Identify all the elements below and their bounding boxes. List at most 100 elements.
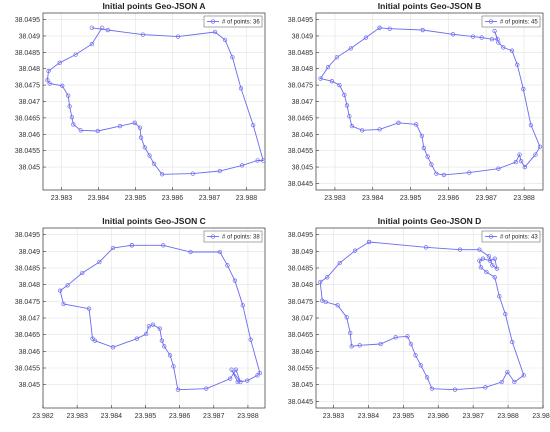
data-point xyxy=(335,303,340,308)
data-point xyxy=(499,379,504,385)
data-point xyxy=(150,322,156,327)
chart-title: Initial points Geo-JSON D xyxy=(378,216,481,226)
data-point xyxy=(238,86,244,91)
data-point xyxy=(366,239,372,245)
y-tick-label: 38.049 xyxy=(292,249,314,256)
x-tick-label: 23.982 xyxy=(32,413,54,420)
data-point xyxy=(57,60,62,65)
data-point xyxy=(420,27,425,33)
y-tick-label: 38.049 xyxy=(292,33,314,40)
data-point xyxy=(159,172,165,177)
data-point xyxy=(78,128,83,133)
data-point xyxy=(496,166,501,171)
y-tick-label: 38.0495 xyxy=(15,17,40,24)
data-point xyxy=(479,35,484,40)
x-tick-label: 23.985 xyxy=(400,195,422,202)
data-point xyxy=(71,122,76,127)
data-point xyxy=(143,331,149,337)
data-point xyxy=(509,48,515,53)
data-point xyxy=(248,337,253,342)
data-point xyxy=(377,25,382,30)
legend-label: # of points: 45 xyxy=(500,20,538,26)
data-point xyxy=(117,123,123,129)
data-point xyxy=(142,145,147,150)
data-point xyxy=(517,152,522,157)
data-point xyxy=(175,34,181,39)
data-point xyxy=(348,330,353,336)
data-point xyxy=(212,29,218,35)
data-point xyxy=(477,258,482,263)
data-point xyxy=(61,301,66,307)
legend-box xyxy=(481,230,541,243)
series-line xyxy=(59,244,261,391)
data-point xyxy=(238,379,243,385)
data-point xyxy=(65,283,70,288)
legend: # of points: 43 xyxy=(481,230,541,243)
y-tick-label: 38.046 xyxy=(292,132,314,139)
data-point xyxy=(452,387,458,392)
x-tick-label: 23.988 xyxy=(236,195,258,202)
data-point xyxy=(159,338,165,343)
data-point xyxy=(424,375,430,380)
data-point xyxy=(217,168,223,174)
data-point xyxy=(86,306,92,311)
data-point xyxy=(97,259,102,265)
y-tick-label: 38.0465 xyxy=(288,115,313,122)
data-point xyxy=(257,370,263,376)
data-point xyxy=(501,45,506,50)
data-point xyxy=(497,294,502,299)
x-tick-label: 23.984 xyxy=(358,413,380,420)
data-point xyxy=(408,341,414,347)
data-point xyxy=(429,386,435,391)
legend-marker-swatch xyxy=(210,19,216,24)
data-point xyxy=(228,376,233,381)
axes-frame xyxy=(42,12,266,191)
y-tick-label: 38.0465 xyxy=(15,332,40,339)
data-point xyxy=(255,158,260,163)
y-tick-label: 38.048 xyxy=(19,282,41,289)
data-point xyxy=(329,79,335,84)
y-tick-label: 38.047 xyxy=(292,316,314,323)
data-point xyxy=(503,311,508,317)
data-point xyxy=(188,249,193,255)
data-point xyxy=(434,171,439,176)
data-point xyxy=(387,26,392,31)
data-point xyxy=(483,385,488,390)
data-point xyxy=(357,343,362,348)
data-point xyxy=(337,82,342,88)
y-tick-label: 38.0485 xyxy=(15,50,40,57)
data-point xyxy=(513,159,518,165)
data-point xyxy=(489,37,495,42)
data-point xyxy=(240,303,245,308)
data-point xyxy=(225,263,230,268)
data-point xyxy=(334,55,339,60)
y-tick-label: 38.0465 xyxy=(15,115,40,122)
series-line xyxy=(46,27,264,175)
x-tick-label: 23.986 xyxy=(162,195,184,202)
data-point xyxy=(151,161,157,166)
legend: # of points: 38 xyxy=(203,230,263,243)
x-tick-label: 23.988 xyxy=(497,413,519,420)
legend-label: # of points: 38 xyxy=(222,235,260,241)
data-point xyxy=(490,263,495,268)
data-point xyxy=(323,299,328,305)
legend-marker-swatch xyxy=(488,234,494,239)
data-point xyxy=(492,275,497,280)
x-tick-label: 23.983 xyxy=(51,195,73,202)
x-tick-label: 23.984 xyxy=(88,195,110,202)
data-point xyxy=(450,32,456,37)
legend-marker-swatch xyxy=(488,19,494,24)
chart-title: Initial points Geo-JSON C xyxy=(102,216,205,226)
y-tick-label: 38.0455 xyxy=(15,148,40,155)
x-tick-label: 23.983 xyxy=(323,413,345,420)
series-line xyxy=(319,27,541,176)
data-point xyxy=(377,127,382,132)
data-point xyxy=(147,153,152,158)
y-tick-label: 38.0485 xyxy=(15,266,40,273)
data-point xyxy=(515,62,520,67)
data-point xyxy=(363,35,369,40)
chart-panel-4: Initial points Geo-JSON D 23.983 23.984 23.… xyxy=(288,216,550,420)
data-point xyxy=(494,266,500,271)
data-point xyxy=(137,125,143,130)
y-tick-label: 38.047 xyxy=(292,99,314,106)
